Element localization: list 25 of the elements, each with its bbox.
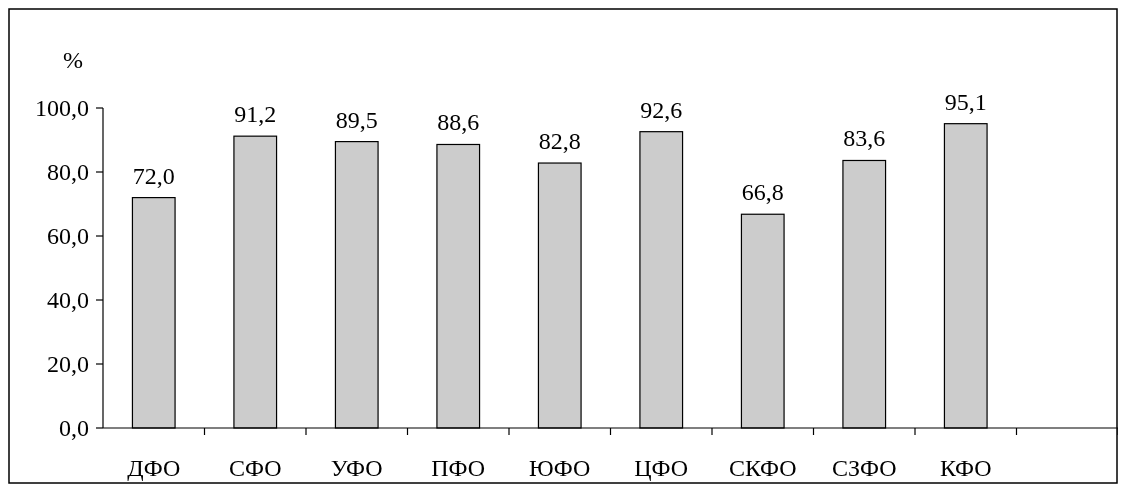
x-tick-label: ДФО (127, 455, 181, 481)
x-tick-label: СФО (228, 455, 282, 481)
data-label: 66,8 (741, 179, 784, 206)
data-label: 92,6 (640, 96, 683, 123)
x-tick-label: СКФО (728, 455, 797, 481)
x-tick-label: ЦФО (634, 455, 689, 481)
x-tick-label: УФО (330, 455, 383, 481)
y-tick-label: 40,0 (47, 287, 89, 314)
y-tick-label: 100,0 (35, 95, 89, 122)
data-label: 88,6 (437, 109, 480, 136)
x-tick-label: СЗФО (831, 455, 897, 481)
x-tick-label: ЮФО (529, 455, 591, 481)
data-label: 83,6 (843, 125, 886, 152)
data-label: 91,2 (234, 101, 277, 128)
data-label: 95,1 (944, 88, 987, 115)
y-axis-title: % (63, 47, 83, 73)
y-tick-label: 20,0 (47, 351, 89, 378)
data-label: 72,0 (132, 162, 175, 189)
data-label: 82,8 (538, 128, 581, 155)
y-tick-label: 60,0 (47, 223, 89, 250)
data-label: 89,5 (335, 106, 378, 133)
y-tick-label: 80,0 (47, 159, 89, 186)
x-tick-label: КФО (939, 455, 992, 481)
x-tick-label: ПФО (431, 455, 486, 481)
y-tick-label: 0,0 (59, 415, 89, 442)
